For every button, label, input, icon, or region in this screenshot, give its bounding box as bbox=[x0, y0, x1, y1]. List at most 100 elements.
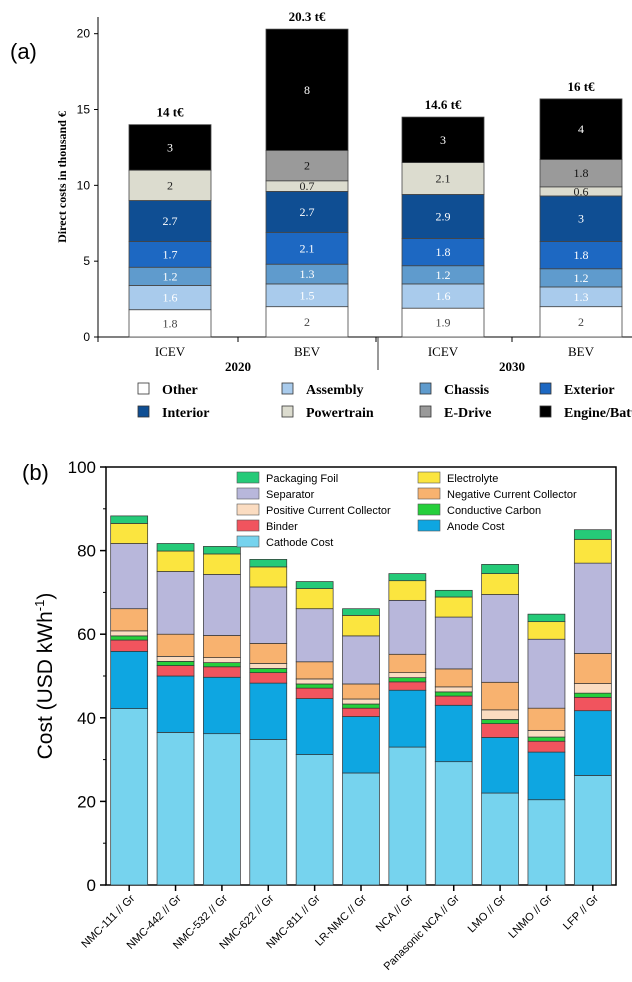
b-bar-packaging-foil bbox=[342, 608, 380, 616]
a-legend-label: Assembly bbox=[306, 383, 364, 398]
b-y-tick-label: 40 bbox=[77, 709, 96, 728]
a-group-label: 2020 bbox=[225, 359, 251, 374]
b-bar-cathode-cost bbox=[527, 799, 566, 886]
b-bar-separator bbox=[342, 635, 380, 685]
b-bar-packaging-foil bbox=[110, 515, 149, 524]
a-legend-swatch-powertrain bbox=[281, 405, 294, 418]
a-category-label: BEV bbox=[568, 344, 595, 359]
b-bar-cathode-cost bbox=[342, 772, 380, 886]
b-bar-positive-current-collector bbox=[110, 630, 149, 637]
b-bar-negative-current-collector bbox=[388, 653, 427, 674]
a-legend-swatch-assembly bbox=[281, 382, 294, 395]
b-bar-electrolyte bbox=[481, 573, 519, 595]
b-bar-separator bbox=[481, 594, 519, 683]
panel-a-label: (a) bbox=[10, 39, 37, 64]
a-bar-engine-battery bbox=[265, 28, 349, 151]
b-bar-anode-cost bbox=[295, 698, 334, 755]
b-bar-conductive-carbon bbox=[388, 677, 427, 683]
b-bar-cathode-cost bbox=[434, 761, 473, 886]
b-bar-packaging-foil bbox=[295, 581, 334, 589]
b-legend-label: Separator bbox=[266, 489, 315, 501]
b-bar-binder bbox=[434, 695, 473, 706]
b-bar-binder bbox=[203, 666, 241, 678]
b-bar-cathode-cost bbox=[249, 739, 288, 886]
b-bar-negative-current-collector bbox=[434, 668, 473, 688]
b-bar-anode-cost bbox=[388, 689, 427, 748]
a-bar-other bbox=[128, 309, 212, 338]
chart-b-legend: Packaging Foil Electrolyte Separator Negati… bbox=[236, 471, 577, 549]
a-segment-label: 2 bbox=[167, 178, 173, 192]
a-segment-label: 2.1 bbox=[300, 241, 315, 255]
b-bar-binder bbox=[110, 639, 149, 652]
a-bar-engine-battery bbox=[539, 98, 623, 160]
a-legend-label: Exterior bbox=[564, 383, 615, 398]
a-y-axis-label: Direct costs in thousand € bbox=[55, 111, 69, 243]
b-legend-swatch-conductive-carbon bbox=[417, 503, 441, 516]
a-segment-label: 1.3 bbox=[300, 267, 315, 281]
a-segment-label: 1.5 bbox=[300, 288, 315, 302]
b-bar-cathode-cost bbox=[573, 775, 612, 886]
b-bar-negative-current-collector bbox=[481, 681, 519, 711]
b-bar-binder bbox=[249, 672, 288, 684]
b-bar-negative-current-collector bbox=[203, 635, 241, 658]
b-y-tick-label: 80 bbox=[77, 542, 96, 561]
b-legend-label: Electrolyte bbox=[447, 473, 498, 485]
b-bar-conductive-carbon bbox=[527, 736, 566, 742]
b-legend-swatch-separator bbox=[236, 487, 260, 500]
a-segment-label: 2.7 bbox=[163, 214, 178, 228]
b-bar-cathode-cost bbox=[481, 792, 519, 886]
b-legend-swatch-negative-current-collector bbox=[417, 487, 441, 500]
b-bar-positive-current-collector bbox=[156, 656, 195, 662]
a-legend-label: Interior bbox=[162, 406, 209, 421]
b-bar-separator bbox=[249, 586, 288, 644]
b-y-tick-label: 20 bbox=[77, 792, 96, 811]
b-bar-electrolyte bbox=[295, 588, 334, 610]
b-bar-cathode-cost bbox=[110, 708, 149, 886]
b-bar-packaging-foil bbox=[388, 573, 427, 582]
b-bar-packaging-foil bbox=[434, 589, 473, 598]
b-bar-conductive-carbon bbox=[110, 635, 149, 641]
b-legend-label: Positive Current Collector bbox=[266, 505, 391, 517]
b-bar-separator bbox=[156, 571, 195, 635]
a-category-label: ICEV bbox=[155, 344, 186, 359]
a-segment-label: 1.2 bbox=[574, 271, 589, 285]
a-segment-label: 3 bbox=[167, 140, 173, 154]
b-bar-electrolyte bbox=[203, 553, 241, 575]
panel-b-label: (b) bbox=[22, 460, 49, 485]
a-total-label: 16 t€ bbox=[567, 79, 595, 94]
a-y-tick-label: 15 bbox=[77, 103, 91, 117]
b-bar-anode-cost bbox=[203, 676, 241, 735]
b-bar-positive-current-collector bbox=[295, 678, 334, 685]
a-bar-interior bbox=[128, 200, 212, 242]
b-bar-positive-current-collector bbox=[573, 683, 612, 694]
a-total-label: 14 t€ bbox=[156, 105, 184, 120]
a-total-label: 20.3 t€ bbox=[289, 9, 326, 24]
b-legend-label: Packaging Foil bbox=[266, 473, 338, 485]
chart-a-legend: Other Assembly Chassis Exterior Interior Powe… bbox=[137, 382, 632, 421]
b-bar-separator bbox=[388, 599, 427, 655]
b-bar-cathode-cost bbox=[156, 732, 195, 886]
b-bar-negative-current-collector bbox=[573, 653, 612, 684]
a-segment-label: 1.2 bbox=[436, 268, 451, 282]
b-legend-label: Negative Current Collector bbox=[447, 489, 577, 501]
a-category-label: BEV bbox=[294, 344, 321, 359]
b-bar-negative-current-collector bbox=[110, 608, 149, 632]
a-segment-label: 1.3 bbox=[574, 290, 589, 304]
a-segment-label: 1.6 bbox=[163, 291, 178, 305]
b-bar-packaging-foil bbox=[249, 559, 288, 568]
b-bar-packaging-foil bbox=[573, 529, 612, 540]
b-x-tick-label: LNMO // Gr bbox=[506, 892, 554, 940]
b-bar-electrolyte bbox=[573, 538, 612, 564]
a-segment-label: 2.9 bbox=[436, 209, 451, 223]
b-legend-swatch-electrolyte bbox=[417, 471, 441, 484]
b-bar-packaging-foil bbox=[156, 543, 195, 552]
b-bar-positive-current-collector bbox=[434, 686, 473, 693]
b-bar-positive-current-collector bbox=[203, 657, 241, 663]
a-legend-swatch-other bbox=[137, 382, 150, 395]
b-bar-electrolyte bbox=[388, 580, 427, 601]
b-bar-binder bbox=[573, 696, 612, 712]
a-segment-label: 1.8 bbox=[163, 316, 178, 330]
a-y-tick-label: 5 bbox=[83, 254, 90, 268]
a-bar-other bbox=[401, 307, 485, 338]
a-segment-label: 0.7 bbox=[300, 179, 315, 193]
